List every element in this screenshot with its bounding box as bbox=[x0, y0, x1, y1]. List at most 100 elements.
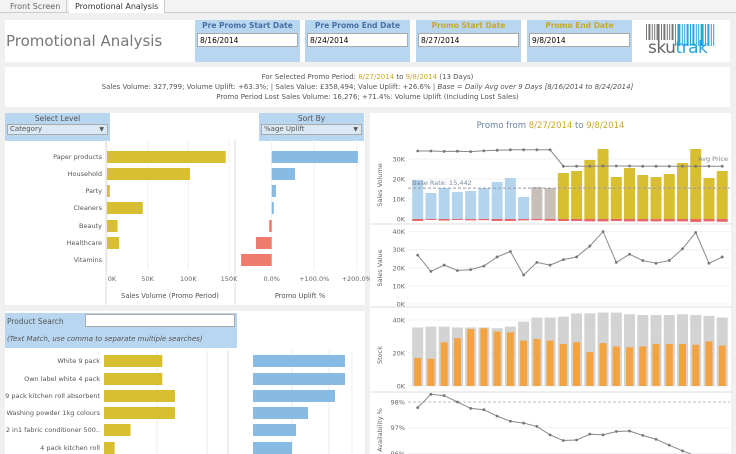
avg-price-point bbox=[442, 150, 446, 153]
pre-promo-start-filter: Pre Promo Start Date bbox=[195, 20, 300, 62]
promo-end-input[interactable] bbox=[529, 33, 630, 47]
lost-sales-bar bbox=[571, 219, 583, 221]
sales-volume-bar bbox=[663, 174, 675, 219]
sales-volume-bar bbox=[491, 182, 503, 219]
product-search-box: Product Search (Text Match, use comma to… bbox=[5, 313, 237, 348]
sales-value-point bbox=[429, 270, 433, 273]
select-level-dropdown[interactable]: Category ▼ bbox=[7, 124, 108, 135]
category-label: Beauty bbox=[79, 222, 102, 230]
product-volume-bar bbox=[104, 390, 176, 402]
avg-price-point bbox=[614, 164, 618, 168]
sales-value-point bbox=[561, 258, 565, 262]
sales-volume-bar bbox=[677, 163, 688, 219]
y-tick-label: 20K bbox=[392, 350, 405, 358]
sales-volume-bar bbox=[465, 191, 477, 219]
stock-available-bar bbox=[440, 342, 448, 386]
x-tick-label: 50K bbox=[141, 275, 154, 283]
product-uplift-bar bbox=[253, 407, 308, 419]
sales-volume-bar bbox=[412, 180, 424, 219]
barcode-line bbox=[681, 24, 683, 46]
sales-volume-bar bbox=[438, 188, 450, 219]
lost-sales-bar bbox=[690, 219, 702, 222]
stock-available-bar bbox=[427, 358, 435, 386]
x-axis-title: Promo Uplift % bbox=[275, 292, 326, 300]
product-label: White 9 pack bbox=[57, 357, 100, 365]
sales-value-point bbox=[482, 264, 486, 268]
avg-price-point bbox=[416, 149, 420, 153]
lost-sales-bar bbox=[544, 219, 556, 221]
sales-value-line bbox=[417, 230, 723, 276]
availability-point bbox=[522, 421, 526, 425]
sales-volume-bar bbox=[478, 188, 490, 219]
pre-promo-start-input[interactable] bbox=[197, 33, 298, 47]
lost-sales-bar bbox=[438, 219, 450, 221]
x-tick-label: +200.0% bbox=[342, 275, 370, 283]
availability-point bbox=[416, 406, 420, 410]
promo-start-input[interactable] bbox=[418, 33, 519, 47]
y-axis-title: Sales Value bbox=[376, 249, 384, 286]
stock-available-bar bbox=[414, 357, 422, 386]
avg-price-point bbox=[469, 150, 473, 153]
x-tick-label: 0.0% bbox=[263, 275, 280, 283]
x-axis-title: Sales Volume (Promo Period) bbox=[121, 292, 219, 300]
y-tick-label: 30K bbox=[392, 246, 405, 254]
volume-bar bbox=[107, 185, 110, 197]
barcode-line bbox=[669, 24, 671, 40]
availability-point bbox=[482, 408, 486, 412]
availability-point bbox=[508, 419, 512, 423]
sales-volume-bar bbox=[637, 175, 649, 219]
promo-end-filter: Promo End Date bbox=[527, 20, 632, 62]
select-level-label: Select Level bbox=[34, 114, 81, 123]
x-tick-label: 150K bbox=[221, 275, 238, 283]
avg-price-point bbox=[575, 164, 578, 168]
y-tick-label: 0K bbox=[397, 301, 406, 309]
availability-point bbox=[681, 449, 684, 453]
sales-volume-bar bbox=[703, 178, 715, 219]
sales-value-point bbox=[694, 231, 698, 234]
barcode-line bbox=[666, 24, 668, 40]
lost-sales-bar bbox=[491, 219, 503, 221]
lost-sales-bar bbox=[504, 219, 516, 221]
volume-bar bbox=[107, 151, 226, 163]
availability-point bbox=[535, 425, 539, 428]
stock-available-bar bbox=[586, 352, 594, 386]
volume-bar bbox=[107, 168, 190, 180]
stock-available-bar bbox=[546, 340, 554, 386]
availability-point bbox=[561, 439, 565, 442]
stock-available-bar bbox=[453, 338, 461, 386]
product-label: 9 pack kitchen roll absorbent bbox=[5, 392, 100, 400]
page-title: Promotional Analysis bbox=[6, 32, 163, 50]
y-tick-label: 98% bbox=[391, 399, 405, 407]
sales-value-point bbox=[707, 261, 711, 265]
time-series-panel: Promo from 8/27/2014 to 9/8/2014 bbox=[370, 113, 731, 454]
stock-total-bar bbox=[412, 327, 424, 386]
category-label: Healthcare bbox=[67, 239, 102, 247]
y-tick-label: 20K bbox=[392, 264, 405, 272]
volume-bar bbox=[107, 220, 118, 232]
tab-bar: Front Screen Promotional Analysis bbox=[0, 0, 736, 13]
availability-point bbox=[588, 432, 592, 436]
sales-value-point bbox=[575, 255, 578, 259]
tab-front-screen[interactable]: Front Screen bbox=[4, 0, 68, 13]
category-label: Vitamins bbox=[74, 256, 103, 264]
sales-volume-bar bbox=[597, 149, 609, 219]
sort-by-dropdown[interactable]: %age Uplift ▼ bbox=[261, 124, 362, 135]
barcode-line bbox=[675, 24, 676, 46]
sales-volume-bar bbox=[451, 192, 463, 219]
lost-sales-bar bbox=[518, 219, 530, 221]
sales-volume-bar bbox=[531, 187, 543, 219]
avg-price-point bbox=[495, 148, 499, 152]
lost-sales-bar bbox=[703, 219, 715, 222]
avg-price-point bbox=[482, 149, 486, 153]
stock-available-bar bbox=[599, 343, 607, 386]
pre-promo-end-filter: Pre Promo End Date bbox=[305, 20, 410, 62]
barcode-line bbox=[671, 24, 674, 40]
product-search-input[interactable] bbox=[85, 314, 235, 327]
pre-promo-end-input[interactable] bbox=[307, 33, 408, 47]
product-volume-bar bbox=[104, 373, 163, 385]
stock-available-bar bbox=[718, 345, 726, 386]
stock-total-bar bbox=[425, 326, 437, 386]
product-volume-bar bbox=[104, 424, 131, 436]
barcode-line bbox=[661, 24, 662, 40]
tab-promotional-analysis[interactable]: Promotional Analysis bbox=[69, 0, 166, 13]
